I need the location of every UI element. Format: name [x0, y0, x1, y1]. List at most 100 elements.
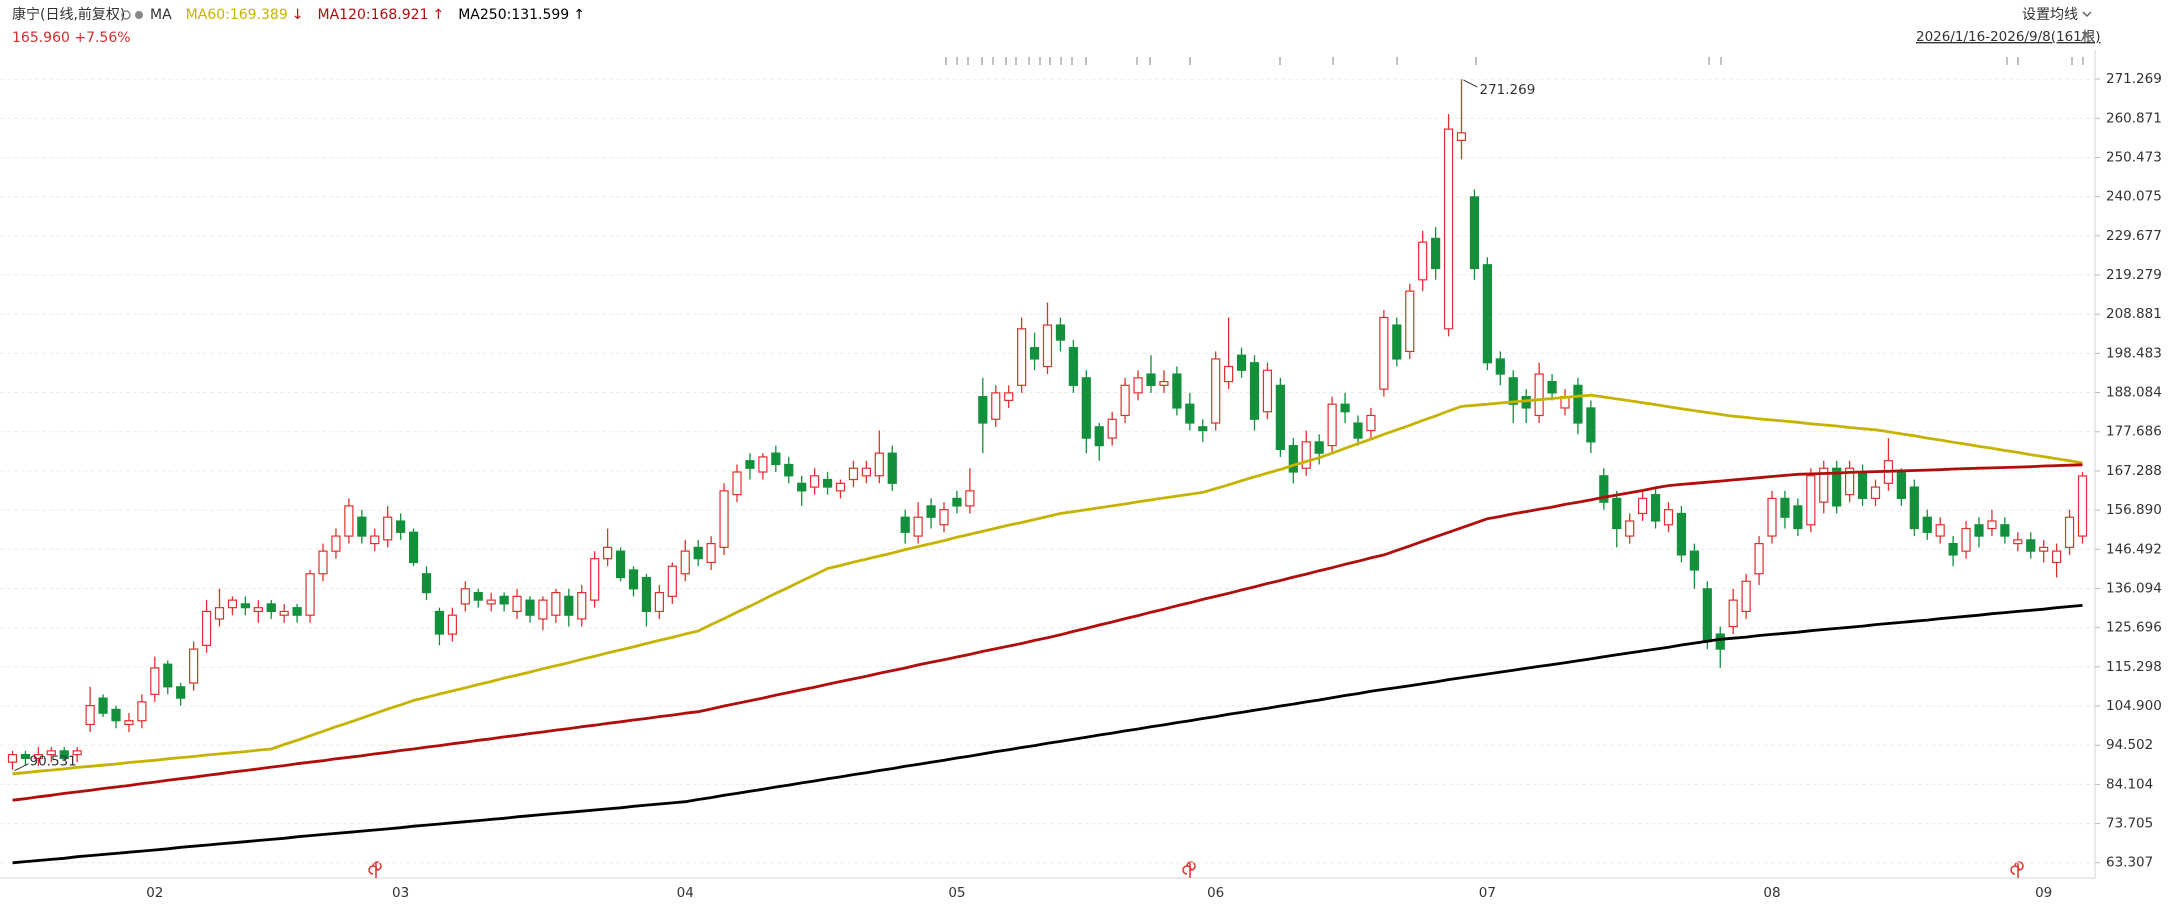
toggle-icon[interactable]: [135, 11, 143, 19]
candle-body: [1236, 354, 1247, 371]
candle-body: [1508, 377, 1518, 405]
candle-body: [331, 535, 341, 552]
event-markers[interactable]: [945, 57, 2084, 65]
candle-body: [85, 705, 95, 726]
ma-line: [12, 604, 2083, 865]
legend-entry: MA120:168.921: [317, 7, 428, 23]
dividend-markers[interactable]: [368, 861, 2024, 878]
candle-body: [370, 535, 380, 545]
annotation-arrow: [1463, 79, 1478, 88]
candle-body: [1146, 373, 1156, 386]
y-tick-label: 125.696: [2106, 620, 2162, 636]
candle-body: [1301, 441, 1311, 469]
candle-body: [1288, 445, 1298, 473]
candle-body: [1443, 128, 1454, 330]
candle-body: [835, 482, 846, 492]
candle-body: [473, 591, 483, 601]
candle-body: [952, 497, 962, 507]
settings-button[interactable]: 设置均线: [2022, 7, 2078, 23]
candle-body: [1392, 324, 1402, 360]
ma-line: [12, 463, 2083, 802]
candle-body: [2026, 539, 2036, 552]
candle-body: [1663, 509, 1674, 526]
candle-body: [1780, 497, 1790, 518]
candle-body: [1133, 377, 1143, 394]
candle-body: [1793, 505, 1803, 530]
candle-body: [1107, 418, 1117, 439]
candle-body: [939, 509, 949, 526]
candle-body: [1249, 362, 1260, 420]
candle-body: [603, 546, 613, 560]
candle-body: [1068, 347, 1078, 386]
candle-body: [305, 573, 315, 616]
candle-body: [797, 482, 807, 492]
y-tick-label: 156.890: [2106, 502, 2162, 518]
candle-body: [848, 467, 859, 481]
legend-entry: MA60:169.389: [186, 7, 288, 23]
candle-body: [2077, 475, 2088, 537]
candle-body: [1379, 316, 1389, 390]
y-tick-label: 271.269: [2106, 71, 2162, 87]
y-tick-label: 260.871: [2106, 110, 2162, 126]
candle-body: [1715, 633, 1725, 650]
candle-body: [20, 754, 31, 759]
min-annotation: 90.531: [30, 754, 77, 770]
candle-body: [719, 490, 729, 548]
candle-body: [344, 505, 354, 537]
candle-body: [2000, 524, 2010, 537]
candle-body: [1081, 377, 1091, 439]
candle-body: [98, 697, 108, 714]
candle-body: [926, 505, 936, 518]
candle-body: [1042, 324, 1053, 368]
candle-body: [1211, 358, 1221, 424]
y-tick-label: 240.075: [2106, 189, 2162, 205]
candle-body: [227, 599, 238, 609]
candle-body: [693, 546, 703, 560]
candle-body: [732, 471, 742, 496]
candle-body: [887, 452, 897, 484]
candle-body: [1029, 347, 1040, 360]
candle-body: [1896, 471, 1906, 499]
candle-body: [434, 610, 445, 635]
y-tick-label: 177.686: [2106, 424, 2162, 440]
candle-body: [1676, 512, 1687, 556]
candle-body: [861, 467, 871, 477]
x-tick-label: 05: [948, 885, 965, 901]
candle-body: [499, 595, 509, 605]
candle-body: [1405, 290, 1415, 353]
candle-body: [447, 614, 457, 635]
date-range[interactable]: 2026/1/16-2026/9/8(161根): [1916, 29, 2101, 45]
dropdown-chevron[interactable]: [2082, 11, 2092, 18]
candle-body: [137, 701, 147, 722]
candle-body: [408, 531, 419, 564]
candle-body: [1573, 384, 1583, 424]
max-annotation: 271.269: [1480, 82, 1536, 98]
x-tick-label: 08: [1763, 885, 1780, 901]
candle-body: [706, 543, 716, 564]
candle-body: [1198, 426, 1208, 432]
pin-icon[interactable]: [2080, 30, 2091, 42]
candle-body: [771, 452, 781, 466]
candle-body: [59, 750, 69, 759]
candle-body: [628, 569, 639, 590]
candle-body: [1741, 580, 1751, 613]
candle-body: [124, 720, 134, 726]
x-tick-label: 06: [1207, 885, 1224, 901]
indicator-name: MA: [150, 7, 172, 23]
candle-body: [1857, 471, 1868, 499]
candle-body: [1832, 467, 1842, 507]
candle-body: [1909, 486, 1919, 530]
x-tick-label: 02: [146, 885, 163, 901]
candle-body: [1185, 403, 1195, 424]
y-tick-label: 250.473: [2106, 149, 2162, 165]
candle-body: [1547, 380, 1557, 394]
candle-body: [1120, 384, 1130, 417]
candle-body: [2039, 546, 2049, 552]
candle-body: [1418, 241, 1428, 281]
candle-body: [1948, 543, 1958, 556]
candle-body: [913, 516, 923, 537]
annotation-arrow: [14, 763, 29, 772]
ma-line: [12, 393, 2083, 776]
settings-icon[interactable]: [121, 10, 131, 20]
